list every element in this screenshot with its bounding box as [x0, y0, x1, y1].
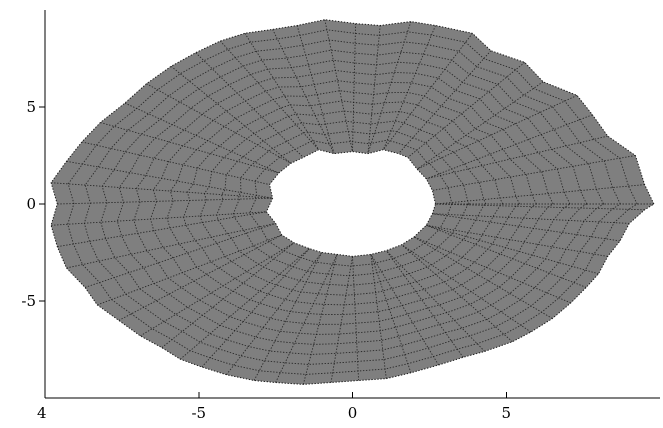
mesh-radial-line	[244, 33, 320, 150]
mesh-radial-line	[296, 25, 335, 154]
mesh-radial-line	[84, 222, 276, 288]
mesh-radial-line	[426, 224, 608, 257]
mesh-ring-line	[116, 59, 588, 345]
mesh-ring-line	[83, 39, 621, 365]
mesh-radial-line	[180, 248, 310, 360]
mesh-radial-line	[401, 244, 513, 343]
mesh-radial-line	[398, 50, 492, 154]
mesh-radial-line	[51, 182, 273, 199]
mesh-radial-line	[426, 114, 593, 180]
mesh-radial-line	[57, 211, 267, 248]
mesh-radial-line	[435, 203, 645, 211]
mesh-radial-line	[100, 122, 279, 174]
mesh-radial-line	[146, 83, 292, 164]
mesh-radial-line	[367, 21, 412, 154]
mesh-radial-line	[272, 29, 335, 154]
mesh-radial-line	[219, 40, 320, 151]
mesh-ring-line	[249, 139, 453, 267]
mesh-radial-line	[324, 19, 353, 152]
mesh-radial-line	[401, 244, 532, 333]
mesh-radial-line	[302, 254, 338, 385]
mesh-radial-line	[201, 248, 310, 368]
mesh-radial-line	[382, 25, 436, 150]
mesh-ring-line	[100, 49, 605, 355]
mesh-radial-line	[195, 52, 304, 158]
mesh-radial-line	[226, 252, 323, 375]
mesh-ring-line	[166, 90, 537, 316]
mesh-radial-line	[370, 254, 439, 366]
mesh-radial-line	[385, 250, 464, 358]
mesh-radial-line	[382, 33, 473, 150]
x-tick-label: 5	[501, 404, 511, 422]
mesh-ring-line	[183, 100, 521, 306]
mesh-radial-line	[426, 135, 608, 180]
mesh-radial-line	[407, 62, 525, 158]
mesh-radial-line	[81, 141, 270, 186]
x-tick-label: -5	[191, 404, 206, 422]
mesh-radial-line	[161, 242, 295, 348]
mesh-radial-line	[435, 184, 645, 205]
mesh-radial-line	[253, 252, 323, 381]
mesh-radial-line	[416, 94, 578, 170]
mesh-radial-line	[66, 160, 273, 199]
mesh-ring-line	[150, 80, 554, 325]
x-axis-corner-tick-label: 4	[37, 404, 47, 422]
axes: -5 0 5 5 0 -5 4	[21, 10, 660, 422]
mesh-ring-line	[199, 110, 504, 296]
mesh-radial-line	[385, 250, 486, 352]
mesh-ring-line	[232, 130, 470, 277]
mesh-radial-line	[66, 222, 276, 269]
series-layer	[50, 19, 655, 385]
mesh-ring-line	[67, 29, 638, 375]
y-ticks: 5 0 -5	[21, 98, 45, 310]
mesh-radial-line	[330, 256, 353, 383]
mesh-radial-line	[432, 155, 636, 191]
mesh-radial-line	[118, 234, 283, 321]
mesh-radial-line	[124, 102, 279, 174]
mesh-radial-line	[367, 25, 381, 154]
y-tick-label: 0	[26, 195, 36, 213]
x-ticks: -5 0 5	[191, 392, 511, 422]
mesh-ring-line	[133, 69, 571, 335]
y-tick-label: 5	[26, 98, 36, 116]
mesh-radial-line	[352, 23, 357, 152]
x-tick-label: 0	[348, 404, 358, 422]
mesh-radial-line	[413, 236, 571, 304]
mesh-radial-lines	[51, 19, 654, 385]
mesh-ring-lines	[67, 29, 638, 375]
y-tick-label: -5	[21, 292, 36, 310]
